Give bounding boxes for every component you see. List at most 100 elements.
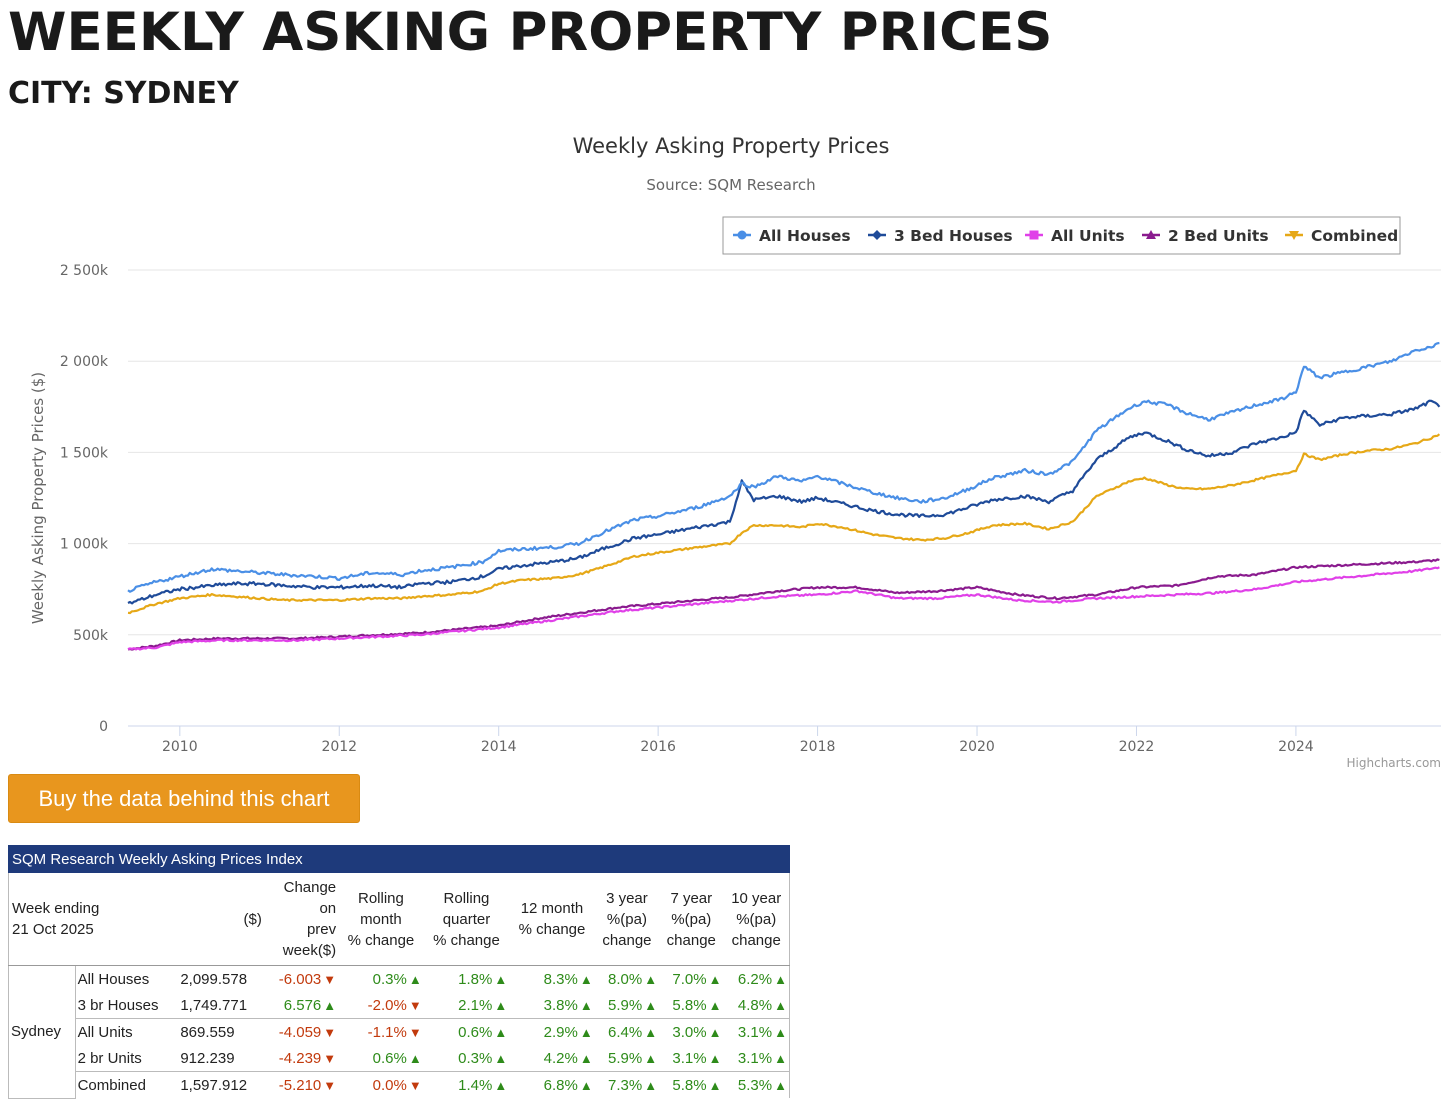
change-cell: 5.8% ▲ xyxy=(659,992,723,1019)
change-cell: 3.1% ▲ xyxy=(723,1045,789,1072)
up-arrow-icon: ▲ xyxy=(708,1024,722,1040)
change-value: 8.0% xyxy=(608,970,643,988)
up-arrow-icon: ▲ xyxy=(494,971,508,987)
up-arrow-icon: ▲ xyxy=(774,1024,787,1040)
change-cell: 3.0% ▲ xyxy=(659,1018,724,1045)
x-tick-label: 2022 xyxy=(1119,739,1155,755)
change-cell: 2.9% ▲ xyxy=(509,1018,595,1045)
change-cell: 0.6% ▲ xyxy=(423,1018,510,1045)
chart-title: Weekly Asking Property Prices xyxy=(573,134,890,158)
down-arrow-icon: ▼ xyxy=(408,997,422,1013)
up-arrow-icon: ▲ xyxy=(644,1024,658,1040)
series-line-3-bed-houses[interactable] xyxy=(127,399,1441,605)
y-tick-label: 0 xyxy=(99,719,108,735)
row-label: 2 br Units xyxy=(77,1049,142,1067)
series-line-all-units[interactable] xyxy=(127,566,1440,651)
legend-item-all-houses[interactable]: All Houses xyxy=(733,227,851,245)
highcharts-credits[interactable]: Highcharts.com xyxy=(1347,756,1441,770)
change-value: 6.8% xyxy=(543,1076,578,1094)
change-cell: 0.3% ▲ xyxy=(338,966,424,993)
chart-legend[interactable]: All Houses 3 Bed Houses All Units 2 Bed Uni… xyxy=(722,216,1401,255)
x-tick-label: 2010 xyxy=(162,739,198,755)
up-arrow-icon: ▲ xyxy=(774,1050,787,1066)
row-label: Combined xyxy=(75,1071,179,1098)
legend-item-combined[interactable]: Combined xyxy=(1285,227,1398,245)
legend-symbol-triangle-down xyxy=(1289,231,1299,240)
chart-grid xyxy=(128,269,1441,727)
price-line-chart: Weekly Asking Property Prices Source: SQ… xyxy=(29,134,1441,770)
change-value: 0.6% xyxy=(458,1023,493,1041)
x-tick-label: 2018 xyxy=(800,739,836,755)
legend-label: 3 Bed Houses xyxy=(894,227,1013,245)
change-cell: 8.3% ▲ xyxy=(509,966,595,993)
series-line-combined[interactable] xyxy=(127,433,1441,615)
buy-data-button[interactable]: Buy the data behind this chart xyxy=(8,774,360,823)
change-value: 7.3% xyxy=(608,1076,643,1094)
change-cell: 1.4% ▲ xyxy=(423,1071,510,1098)
change-value: 7.0% xyxy=(672,970,707,988)
change-cell: 4.2% ▲ xyxy=(509,1045,595,1072)
legend-label: 2 Bed Units xyxy=(1168,227,1269,245)
column-header: Rolling quarter% change xyxy=(423,872,510,966)
change-cell: 3.1% ▲ xyxy=(659,1045,723,1072)
legend-label: Combined xyxy=(1311,227,1398,245)
up-arrow-icon: ▲ xyxy=(579,1024,593,1040)
series-line-all-houses[interactable] xyxy=(127,341,1440,593)
price-cell: 1,749.771 xyxy=(180,996,248,1014)
change-value: 5.9% xyxy=(608,1049,643,1067)
change-value: -4.059 xyxy=(278,1023,322,1041)
change-cell: 5.3% ▲ xyxy=(723,1071,790,1098)
table-row: Combined 1,597.912 -5.210 ▼ 0.0% ▼ 1.4% ▲ 6.8% ▲ 7… xyxy=(9,1071,790,1098)
change-cell: 0.3% ▲ xyxy=(424,1045,510,1072)
asking-prices-index-table: SQM Research Weekly Asking Prices Index … xyxy=(8,845,790,1099)
change-cell: 1.8% ▲ xyxy=(424,966,510,993)
column-header: Rolling month% change xyxy=(338,872,424,966)
table-row: Sydney All Houses 2,099.578 -6.003 ▼ 0.3% ▲ 1.8… xyxy=(8,965,790,1099)
legend-label: All Houses xyxy=(759,227,851,245)
legend-label: All Units xyxy=(1051,227,1125,245)
change-value: 1.8% xyxy=(458,970,493,988)
change-value: 3.0% xyxy=(672,1023,707,1041)
change-value: -5.210 xyxy=(278,1076,322,1094)
up-arrow-icon: ▲ xyxy=(408,1050,422,1066)
down-arrow-icon: ▼ xyxy=(323,1050,337,1066)
change-value: 4.8% xyxy=(737,996,773,1014)
change-cell: -6.003 ▼ xyxy=(264,966,338,993)
change-value: 6.2% xyxy=(737,970,773,988)
up-arrow-icon: ▲ xyxy=(579,997,593,1013)
page-title: WEEKLY ASKING PROPERTY PRICES xyxy=(8,2,1053,63)
change-value: 8.3% xyxy=(543,970,578,988)
change-cell: 7.0% ▲ xyxy=(659,966,723,993)
change-cell: 6.576 ▲ xyxy=(264,992,338,1019)
change-cell: 5.9% ▲ xyxy=(595,1045,659,1072)
change-cell: 4.8% ▲ xyxy=(723,992,789,1019)
legend-item-all-units[interactable]: All Units xyxy=(1025,227,1125,245)
row-label: 3 br Houses xyxy=(77,996,159,1014)
up-arrow-icon: ▲ xyxy=(708,971,722,987)
up-arrow-icon: ▲ xyxy=(408,971,422,987)
chart-subtitle: Source: SQM Research xyxy=(646,176,815,194)
up-arrow-icon: ▲ xyxy=(644,971,658,987)
change-cell: 3.8% ▲ xyxy=(509,992,595,1019)
legend-symbol-diamond xyxy=(872,230,882,240)
down-arrow-icon: ▼ xyxy=(408,1077,422,1093)
change-value: 0.3% xyxy=(458,1049,493,1067)
column-header: ($) xyxy=(178,872,264,966)
column-header: 3 year %(pa) change xyxy=(594,872,660,966)
legend-item-2-bed-units[interactable]: 2 Bed Units xyxy=(1142,227,1269,245)
change-value: 3.1% xyxy=(672,1049,707,1067)
series-line-2-bed-units[interactable] xyxy=(127,558,1440,651)
change-cell: -4.059 ▼ xyxy=(263,1018,339,1045)
up-arrow-icon: ▲ xyxy=(708,1077,722,1093)
y-tick-label: 500k xyxy=(73,628,109,644)
change-cell: 0.0% ▼ xyxy=(338,1071,424,1098)
change-value: 2.1% xyxy=(458,996,493,1014)
change-cell: 5.8% ▲ xyxy=(659,1071,724,1098)
change-value: 1.4% xyxy=(458,1076,493,1094)
row-label: All Houses xyxy=(77,970,150,988)
up-arrow-icon: ▲ xyxy=(774,1077,787,1093)
legend-item-3-bed-houses[interactable]: 3 Bed Houses xyxy=(868,227,1013,245)
price-cell: 869.559 xyxy=(178,1018,264,1045)
up-arrow-icon: ▲ xyxy=(494,1024,508,1040)
change-value: 5.3% xyxy=(737,1076,773,1094)
